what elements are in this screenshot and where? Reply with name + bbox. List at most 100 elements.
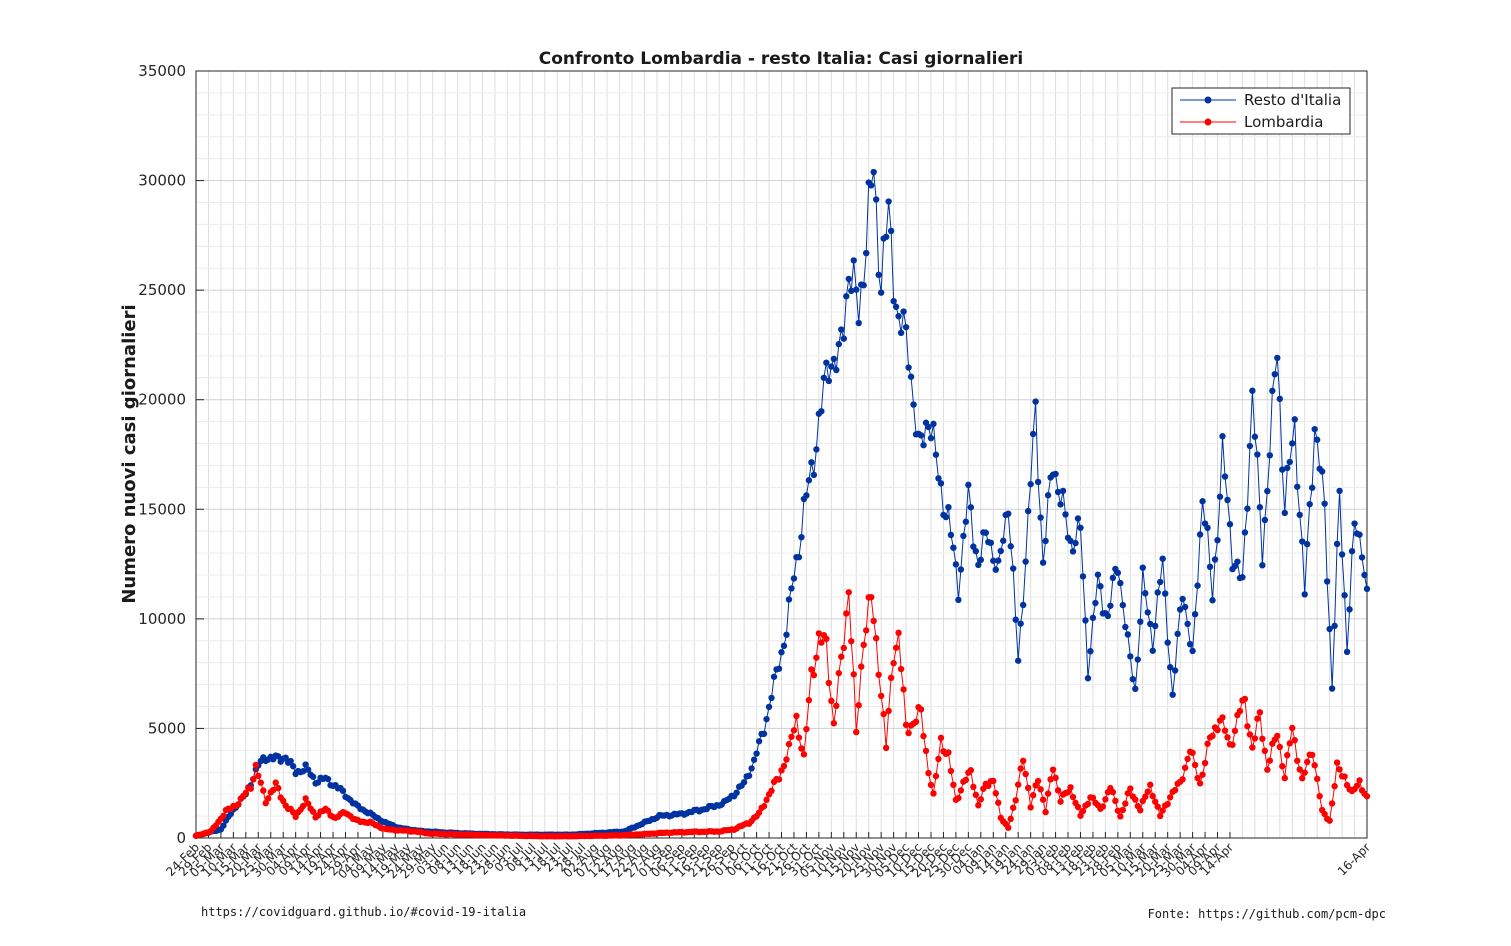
data-point <box>1084 675 1092 682</box>
data-point <box>1261 747 1269 755</box>
data-point <box>823 359 830 366</box>
data-point <box>825 679 833 687</box>
data-point <box>1239 574 1246 581</box>
legend-label-lombardia: Lombardia <box>1244 113 1323 131</box>
data-point <box>745 772 753 779</box>
data-point <box>1259 562 1266 569</box>
data-point <box>1029 430 1037 438</box>
data-point <box>1019 757 1027 765</box>
data-point <box>937 734 945 742</box>
data-point <box>780 642 788 650</box>
data-point <box>790 727 798 734</box>
data-point <box>850 257 857 264</box>
data-point <box>1157 578 1164 586</box>
data-point <box>262 799 269 807</box>
data-point <box>1326 817 1333 824</box>
data-point <box>1313 436 1321 443</box>
data-point <box>860 641 867 649</box>
data-point <box>1286 458 1293 466</box>
data-point <box>987 539 994 547</box>
data-point <box>1196 780 1204 787</box>
data-point <box>775 776 783 783</box>
data-point <box>1249 744 1256 751</box>
data-point <box>947 531 955 539</box>
data-point <box>289 763 297 770</box>
data-point <box>255 772 262 780</box>
data-point <box>1179 776 1186 783</box>
data-point <box>1304 758 1311 766</box>
data-point <box>1234 558 1241 565</box>
data-point <box>1054 787 1062 794</box>
data-point <box>1077 524 1084 531</box>
data-point <box>1049 766 1057 773</box>
data-point <box>962 776 970 784</box>
data-point <box>1005 824 1012 831</box>
data-point <box>1299 538 1306 545</box>
data-point <box>785 596 793 603</box>
data-point <box>882 744 890 752</box>
data-point <box>818 408 825 415</box>
data-point <box>972 791 980 799</box>
data-point <box>1027 480 1034 488</box>
data-point <box>1219 433 1226 440</box>
data-point <box>252 761 259 769</box>
data-point <box>1361 571 1368 579</box>
data-point <box>1301 769 1308 776</box>
data-point <box>1176 606 1184 613</box>
data-point <box>1296 511 1303 519</box>
data-point <box>1323 578 1331 585</box>
y-tick-label: 25000 <box>138 281 186 299</box>
data-point <box>1127 785 1134 792</box>
data-point <box>768 787 775 795</box>
data-point <box>897 665 905 673</box>
data-point <box>952 561 960 568</box>
y-axis: 0 5000 10000 15000 20000 25000 30000 35000 <box>138 62 204 847</box>
data-point <box>805 477 813 484</box>
data-point <box>917 706 925 713</box>
data-point <box>830 355 838 363</box>
data-point <box>880 710 887 718</box>
data-point <box>1139 564 1146 571</box>
data-point <box>1134 656 1141 663</box>
data-point <box>1231 727 1239 735</box>
data-point <box>750 756 758 763</box>
data-point <box>1034 777 1042 785</box>
data-point <box>299 768 307 775</box>
data-point <box>870 617 877 625</box>
data-point <box>1269 387 1276 395</box>
data-point <box>872 196 880 203</box>
data-point <box>960 532 967 540</box>
data-point <box>309 808 317 815</box>
data-point <box>1333 540 1341 548</box>
data-point <box>1209 732 1216 740</box>
data-point <box>309 773 317 780</box>
data-point <box>1132 796 1139 803</box>
data-point <box>853 728 860 736</box>
data-point <box>1179 595 1186 603</box>
data-point <box>798 533 805 541</box>
series-lombardia <box>192 589 1371 840</box>
data-point <box>775 665 783 672</box>
data-point <box>920 441 927 449</box>
data-point <box>990 557 997 564</box>
y-tick-label: 15000 <box>138 500 186 518</box>
data-point <box>995 557 1002 564</box>
data-point <box>1328 685 1336 692</box>
data-point <box>242 789 250 797</box>
data-point <box>1034 478 1042 486</box>
data-point <box>1224 734 1231 741</box>
data-point <box>920 732 927 740</box>
data-point <box>1291 416 1298 423</box>
data-point <box>733 789 740 796</box>
data-point <box>1221 473 1229 480</box>
data-point <box>1254 451 1261 458</box>
data-point <box>1216 493 1224 500</box>
data-point <box>858 663 865 670</box>
data-point <box>1122 800 1129 807</box>
data-point <box>1351 520 1358 527</box>
data-point <box>1164 800 1171 808</box>
data-point <box>1294 483 1301 490</box>
data-point <box>1109 788 1117 796</box>
y-tick-label: 20000 <box>138 391 186 409</box>
